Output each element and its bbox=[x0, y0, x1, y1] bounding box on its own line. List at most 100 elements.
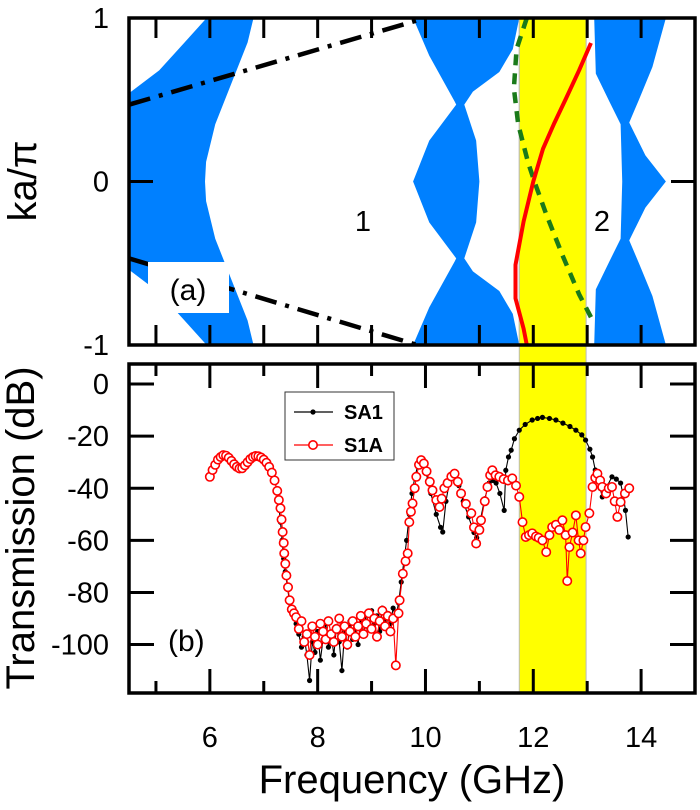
panel-a-ylabel: ka/π bbox=[1, 141, 45, 222]
data-point-s1a bbox=[409, 483, 420, 494]
data-point-s1a bbox=[385, 626, 396, 637]
data-point-s1a bbox=[482, 481, 493, 492]
data-point-s1a bbox=[570, 510, 581, 521]
data-point-s1a bbox=[342, 639, 353, 650]
data-point-sa1 bbox=[546, 415, 553, 422]
data-point-s1a bbox=[557, 515, 568, 526]
panel-b-label: (b) bbox=[168, 625, 205, 658]
data-point-s1a bbox=[273, 494, 284, 505]
data-point-s1a bbox=[460, 498, 471, 509]
data-point-sa1 bbox=[503, 467, 509, 473]
x-tick-label: 10 bbox=[409, 722, 441, 754]
data-point-s1a bbox=[562, 575, 573, 586]
data-point-sa1 bbox=[587, 446, 593, 452]
data-point-s1a bbox=[580, 522, 591, 533]
data-point-sa1 bbox=[501, 507, 507, 513]
data-point-s1a bbox=[397, 568, 408, 579]
panel-b-ytick-label: -40 bbox=[67, 473, 109, 505]
data-point-s1a bbox=[336, 631, 347, 642]
data-point-sa1 bbox=[331, 652, 337, 658]
data-point-s1a bbox=[277, 527, 288, 538]
data-point-sa1 bbox=[493, 480, 499, 486]
data-point-s1a bbox=[615, 497, 626, 508]
axes-layer: 10-16 8 10 12 140-20-40-60-80-100 bbox=[51, 3, 697, 754]
band-region-2 bbox=[413, 18, 520, 345]
data-point-sa1 bbox=[390, 605, 396, 611]
data-point-s1a bbox=[541, 547, 552, 558]
data-point-sa1 bbox=[516, 427, 522, 433]
x-tick-label: 8 bbox=[310, 722, 326, 754]
legend-label-sa1: SA1 bbox=[344, 402, 383, 424]
data-point-s1a bbox=[452, 476, 463, 487]
data-point-sa1 bbox=[573, 427, 579, 433]
data-point-s1a bbox=[307, 621, 318, 632]
panel-b-ytick-label: -60 bbox=[67, 525, 109, 557]
data-point-sa1 bbox=[437, 524, 444, 530]
data-point-s1a bbox=[427, 485, 438, 496]
data-point-sa1 bbox=[355, 641, 361, 648]
data-point-s1a bbox=[471, 538, 482, 549]
data-point-s1a bbox=[312, 639, 323, 650]
data-point-s1a bbox=[421, 466, 432, 477]
data-point-sa1 bbox=[567, 423, 573, 430]
data-point-sa1 bbox=[440, 529, 446, 535]
data-point-s1a bbox=[279, 548, 290, 559]
data-point-s1a bbox=[283, 582, 294, 593]
data-point-s1a bbox=[424, 476, 435, 487]
data-point-s1a bbox=[269, 475, 280, 486]
data-point-s1a bbox=[624, 483, 635, 494]
data-point-s1a bbox=[411, 471, 422, 482]
panel-b-ytick-label: -100 bbox=[51, 630, 109, 662]
panel-a-label: (a) bbox=[170, 274, 207, 307]
data-point-s1a bbox=[353, 621, 364, 632]
data-point-s1a bbox=[272, 485, 283, 496]
band-region-3 bbox=[594, 18, 666, 345]
data-point-sa1 bbox=[579, 432, 585, 438]
panel-b-content bbox=[204, 414, 635, 684]
data-point-sa1 bbox=[505, 454, 512, 460]
panel-a-label-box bbox=[148, 262, 229, 313]
panel-a-ytick-label: 1 bbox=[93, 3, 109, 35]
data-point-sa1 bbox=[553, 417, 559, 423]
data-point-s1a bbox=[276, 514, 287, 525]
data-point-sa1 bbox=[529, 417, 535, 423]
data-point-s1a bbox=[511, 480, 522, 491]
x-tick-label: 12 bbox=[517, 722, 549, 754]
data-point-s1a bbox=[544, 530, 555, 541]
data-point-s1a bbox=[323, 616, 334, 627]
data-point-s1a bbox=[390, 660, 401, 671]
data-point-s1a bbox=[606, 481, 617, 492]
green-dashed-curve bbox=[511, 18, 593, 319]
data-point-s1a bbox=[475, 515, 486, 526]
data-point-s1a bbox=[328, 636, 339, 647]
data-point-sa1 bbox=[582, 437, 589, 443]
panel-b-frame bbox=[127, 362, 697, 695]
data-point-sa1 bbox=[613, 476, 619, 482]
panel-a-ytick-label: -1 bbox=[83, 330, 109, 362]
data-point-sa1 bbox=[522, 421, 528, 428]
data-point-s1a bbox=[296, 616, 307, 627]
data-point-s1a bbox=[514, 491, 525, 502]
data-point-s1a bbox=[371, 631, 382, 642]
data-point-s1a bbox=[479, 496, 490, 507]
data-point-s1a bbox=[404, 517, 415, 528]
highlight-band-top bbox=[518, 18, 587, 345]
data-point-sa1 bbox=[609, 474, 615, 480]
data-point-s1a bbox=[355, 610, 366, 621]
panel-a-ytick-label: 0 bbox=[93, 167, 109, 199]
data-point-s1a bbox=[587, 481, 598, 492]
data-point-sa1 bbox=[511, 436, 518, 442]
data-point-s1a bbox=[405, 506, 416, 517]
legend-label-s1a: S1A bbox=[344, 435, 383, 457]
data-point-sa1 bbox=[325, 644, 332, 650]
panel-b-plot bbox=[204, 414, 635, 684]
data-point-s1a bbox=[567, 527, 578, 538]
region-label-1: 1 bbox=[355, 206, 371, 238]
data-point-sa1 bbox=[625, 534, 631, 540]
legend-marker-s1a bbox=[307, 439, 318, 450]
data-point-s1a bbox=[434, 502, 445, 513]
data-point-s1a bbox=[584, 508, 595, 519]
data-point-sa1 bbox=[618, 480, 624, 486]
data-point-s1a bbox=[350, 631, 361, 642]
